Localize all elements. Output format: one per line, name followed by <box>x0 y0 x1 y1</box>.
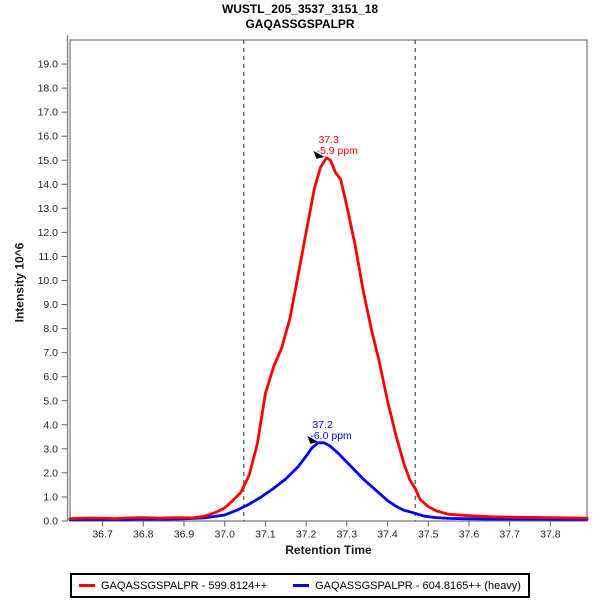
peak-rt-label-heavy[interactable]: 37.2 <box>312 419 333 431</box>
chart-header: WUSTL_205_3537_3151_18 GAQASSGSPALPR <box>0 2 600 32</box>
y-tick-label: 14.0 <box>38 179 59 191</box>
peak-arrow-icon-light <box>313 150 325 159</box>
legend-item-heavy: GAQASSGSPALPR - 604.8165++ (heavy) <box>293 580 521 592</box>
y-tick-label: 2.0 <box>43 467 58 479</box>
legend-label-light: GAQASSGSPALPR - 599.8124++ <box>101 579 268 592</box>
plot-area[interactable] <box>69 39 588 522</box>
x-tick-label: 37.1 <box>255 529 276 541</box>
y-tick-label: 16.0 <box>38 131 59 143</box>
peak-arrow-icon-heavy <box>307 435 319 444</box>
y-tick-label: 9.0 <box>43 299 58 311</box>
peak-ppm-label-heavy[interactable]: -6.0 ppm <box>310 430 352 442</box>
x-tick-label: 36.8 <box>133 529 154 541</box>
y-tick-label: 18.0 <box>38 83 59 95</box>
y-tick-label: 13.0 <box>38 203 59 215</box>
x-tick-label: 37.7 <box>499 529 520 541</box>
y-tick-label: 3.0 <box>43 443 58 455</box>
y-tick-label: 0.0 <box>43 516 58 528</box>
x-tick-label: 36.9 <box>174 529 195 541</box>
series-curve-light[interactable] <box>68 156 589 520</box>
peak-rt-label-light[interactable]: 37.3 <box>318 134 339 146</box>
chart-subtitle: GAQASSGSPALPR <box>245 17 355 31</box>
x-axis-title: Retention Time <box>285 543 372 557</box>
x-tick-label: 37.6 <box>459 529 480 541</box>
x-tick-label: 36.7 <box>92 529 113 541</box>
series-curve-heavy[interactable] <box>68 441 589 521</box>
y-axis-title: Intensity 10^6 <box>12 242 27 323</box>
y-tick-label: 6.0 <box>43 371 58 383</box>
y-tick-label: 8.0 <box>43 323 58 335</box>
x-tick-label: 37.4 <box>377 529 398 541</box>
x-tick-label: 37.5 <box>418 529 439 541</box>
legend-line-sample-light <box>79 584 95 587</box>
y-tick-label: 10.0 <box>38 275 59 287</box>
x-tick-label: 37.3 <box>337 529 358 541</box>
legend-line-sample-heavy <box>293 584 310 587</box>
peak-ppm-label-light[interactable]: -5.9 ppm <box>316 145 358 157</box>
legend-item-light: GAQASSGSPALPR - 599.8124++ <box>79 580 267 592</box>
y-tick-label: 17.0 <box>38 107 59 119</box>
x-tick-label: 37.0 <box>214 529 235 541</box>
y-tick-label: 12.0 <box>38 227 59 239</box>
y-tick-label: 15.0 <box>38 155 59 167</box>
chart-title: WUSTL_205_3537_3151_18 <box>221 2 379 16</box>
y-tick-label: 5.0 <box>43 395 58 407</box>
y-tick-label: 7.0 <box>43 347 58 359</box>
x-tick-label: 37.2 <box>296 529 317 541</box>
legend: GAQASSGSPALPR - 599.8124++ GAQASSGSPALPR… <box>70 573 530 598</box>
y-tick-label: 11.0 <box>38 251 58 263</box>
y-tick-label: 1.0 <box>43 491 58 503</box>
legend-label-heavy: GAQASSGSPALPR - 604.8165++ (heavy) <box>315 579 521 592</box>
x-tick-label: 37.8 <box>540 529 561 541</box>
chromatogram-plot[interactable]: 0.0 1.0 2.0 3.0 4.0 5.0 6.0 7.0 8.0 9.0 10.0 11.0 12… <box>0 0 600 565</box>
y-tick-label: 4.0 <box>43 419 58 431</box>
y-tick-label: 19.0 <box>38 59 59 71</box>
